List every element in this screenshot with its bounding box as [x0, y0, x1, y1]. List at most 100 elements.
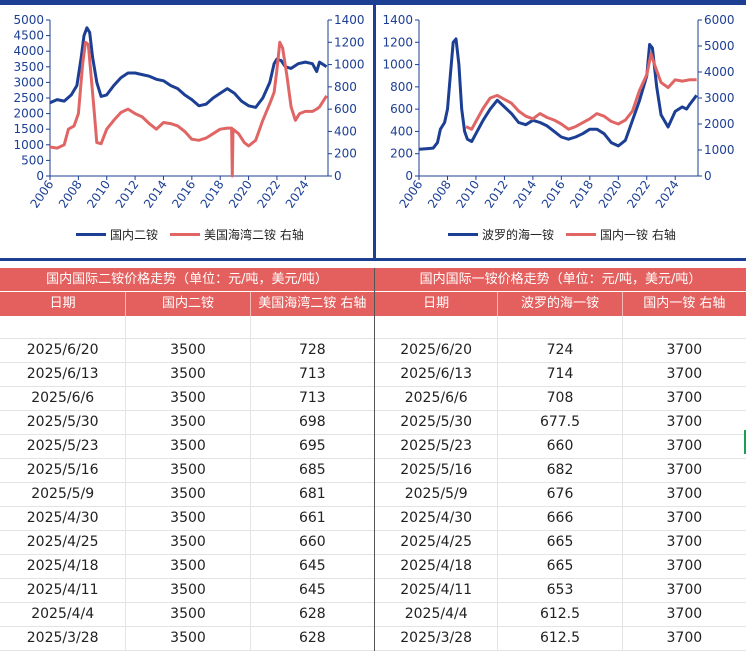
cell-value: 645: [298, 582, 326, 598]
header-date: 日期: [375, 292, 499, 316]
panel-divider: [373, 5, 376, 260]
y-tick-label: 5000: [13, 13, 44, 27]
x-tick-label: 2006: [27, 178, 56, 211]
map-price-table: 国内国际一铵价格走势（单位：元/吨，美元/吨） 日期 波罗的海一铵 国内一铵 右…: [375, 268, 746, 651]
table-row-blank: [0, 316, 374, 339]
x-tick-label: 2008: [425, 178, 454, 211]
table-row: 2025/4/30 3500 661: [0, 507, 374, 531]
table-row: 2025/6/6 3500 713: [0, 387, 374, 411]
legend-label: 国内一铵 右轴: [600, 228, 676, 242]
cell-value: 681: [298, 486, 326, 502]
table-row: 2025/5/16 3500 685: [0, 459, 374, 483]
x-tick-label: 2022: [624, 178, 653, 211]
y-tick-label: 500: [21, 153, 44, 167]
cell-value: 628: [298, 630, 326, 646]
cell-value: 3500: [126, 483, 251, 506]
table-row: 2025/4/25 665 3700: [375, 531, 746, 555]
header-us-gulf-dap: 美国海湾二铵 右轴: [258, 296, 367, 311]
x-tick-label: 2014: [141, 178, 170, 211]
cell-date: 2025/6/13: [0, 363, 127, 386]
cell-value: 713: [298, 390, 326, 406]
table-header-row: 日期 波罗的海一铵 国内一铵 右轴: [375, 292, 746, 316]
series-line-1: [49, 40, 328, 178]
y2-tick-label: 1000: [704, 143, 735, 157]
y2-tick-label: 1000: [334, 58, 365, 72]
cell-value: 708: [498, 387, 623, 410]
cell-value: 665: [498, 531, 623, 554]
x-tick-label: 2008: [56, 178, 85, 211]
legend-swatch: [566, 233, 597, 236]
cell-date: 2025/5/23: [0, 435, 127, 458]
cell-value: 3700: [666, 630, 703, 646]
x-tick-label: 2024: [283, 178, 312, 211]
table-row: 2025/4/4 3500 628: [0, 603, 374, 627]
cell-value: 612.5: [498, 627, 623, 650]
table-row: 2025/5/16 682 3700: [375, 459, 746, 483]
legend-item-us-gulf-dap: 美国海湾二铵 右轴: [170, 226, 304, 243]
legend-item-baltic-map: 波罗的海一铵: [448, 226, 554, 243]
cell-value: 3500: [126, 531, 251, 554]
series-line-0: [49, 26, 328, 109]
x-tick-label: 2012: [113, 178, 142, 211]
table-row: 2025/4/30 666 3700: [375, 507, 746, 531]
legend-label: 国内二铵: [110, 228, 159, 242]
legend-swatch: [448, 233, 478, 236]
y2-tick-label: 5000: [704, 39, 735, 53]
table-row: 2025/6/20 3500 728: [0, 339, 374, 363]
cell-date: 2025/4/18: [375, 555, 499, 578]
cell-date: 2025/6/6: [0, 387, 127, 410]
x-tick-label: 2022: [254, 178, 283, 211]
cell-value: 3700: [666, 558, 703, 574]
y-tick-label: 1000: [13, 138, 44, 152]
cell-date: 2025/4/18: [0, 555, 127, 578]
cell-value: 3700: [666, 342, 703, 358]
x-tick-label: 2024: [653, 178, 682, 211]
top-accent-bar: [0, 0, 746, 5]
y2-tick-label: 1400: [334, 13, 365, 27]
table-row-blank: [375, 316, 746, 339]
cell-value: 3500: [126, 603, 251, 626]
cell-value: 661: [298, 510, 326, 526]
x-tick-label: 2016: [169, 178, 198, 211]
y-tick-label: 600: [390, 102, 413, 116]
x-tick-label: 2006: [396, 178, 425, 211]
y2-tick-label: 1200: [334, 35, 365, 49]
table-row: 2025/5/30 3500 698: [0, 411, 374, 435]
y-tick-label: 3500: [13, 60, 44, 74]
cell-date: 2025/5/16: [375, 459, 499, 482]
y2-tick-label: 2000: [704, 117, 735, 131]
y2-tick-label: 200: [334, 147, 357, 161]
section-divider: [0, 258, 746, 261]
legend-item-domestic-dap: 国内二铵: [76, 226, 158, 243]
x-tick-label: 2018: [198, 178, 227, 211]
header-date: 日期: [0, 292, 127, 316]
dap-chart-panel: 0 500 1000 1500 2000 2500 3000 3500 4000 4500 5000…: [0, 5, 373, 258]
table-row: 2025/4/18 3500 645: [0, 555, 374, 579]
header-baltic-map: 波罗的海一铵: [498, 292, 623, 316]
cell-value: 724: [498, 339, 623, 362]
table-row: 2025/5/9 676 3700: [375, 483, 746, 507]
y2-tick-label: 4000: [704, 65, 735, 79]
cell-date: 2025/6/20: [375, 339, 499, 362]
legend-label: 波罗的海一铵: [482, 228, 555, 242]
y-tick-label: 0: [405, 169, 413, 183]
cell-date: 2025/3/28: [375, 627, 499, 650]
table-row: 2025/6/6 708 3700: [375, 387, 746, 411]
y-tick-label: 1500: [13, 122, 44, 136]
header-domestic-dap: 国内二铵: [126, 292, 251, 316]
cell-value: 3700: [666, 534, 703, 550]
y2-tick-label: 0: [704, 169, 712, 183]
cell-value: 728: [298, 342, 326, 358]
cell-date: 2025/4/25: [375, 531, 499, 554]
cell-value: 3500: [126, 579, 251, 602]
dap-legend: 国内二铵 美国海湾二铵 右轴: [76, 226, 316, 243]
x-tick-label: 2020: [226, 178, 255, 211]
table-row: 2025/4/11 653 3700: [375, 579, 746, 603]
cell-value: 3500: [126, 555, 251, 578]
table-row: 2025/4/18 665 3700: [375, 555, 746, 579]
cell-value: 698: [298, 414, 326, 430]
y-tick-label: 1400: [382, 13, 413, 27]
cell-date: 2025/3/28: [0, 627, 127, 650]
x-tick-label: 2016: [539, 178, 568, 211]
map-legend: 波罗的海一铵 国内一铵 右轴: [448, 226, 688, 243]
